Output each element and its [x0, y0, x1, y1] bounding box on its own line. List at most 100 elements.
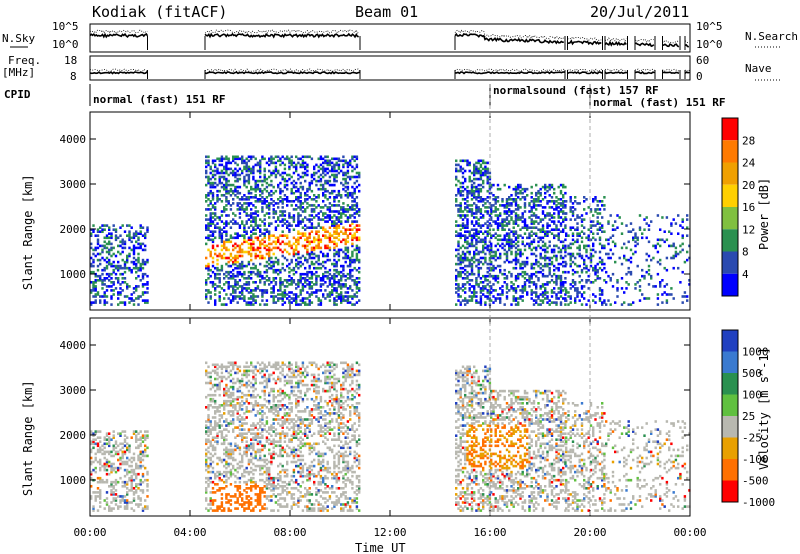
data-cell: [589, 230, 593, 233]
data-cell: [245, 281, 248, 284]
data-cell: [121, 480, 124, 484]
data-cell: [333, 240, 336, 244]
data-cell: [286, 234, 289, 237]
data-cell: [114, 230, 118, 233]
data-cell: [539, 254, 542, 258]
data-cell: [123, 266, 127, 270]
data-cell: [105, 301, 109, 304]
data-cell: [512, 244, 515, 248]
data-cell: [299, 196, 302, 199]
data-cell: [614, 242, 617, 246]
data-cell: [279, 289, 282, 292]
data-cell: [342, 173, 345, 177]
data-cell: [466, 242, 469, 246]
data-cell: [473, 295, 476, 298]
data-cell: [494, 202, 497, 205]
data-cell: [211, 466, 215, 470]
data-cell: [530, 242, 533, 246]
data-cell: [123, 452, 127, 456]
data-cell: [565, 232, 568, 235]
data-cell: [578, 281, 581, 284]
data-cell: [592, 299, 595, 302]
data-cell: [634, 283, 637, 286]
data-cell: [578, 216, 581, 219]
data-cell: [211, 283, 215, 286]
data-cell: [532, 238, 536, 242]
data-cell: [457, 187, 460, 191]
data-cell: [117, 236, 120, 240]
data-cell: [286, 236, 289, 240]
data-cell: [283, 291, 287, 294]
data-cell: [110, 462, 113, 466]
data-cell: [482, 167, 485, 171]
data-cell: [342, 202, 345, 205]
data-cell: [535, 285, 538, 288]
data-cell: [209, 167, 212, 171]
data-cell: [468, 262, 471, 266]
data-cell: [301, 163, 305, 167]
data-cell: [292, 191, 296, 195]
data-cell: [523, 220, 527, 223]
data-cell: [207, 163, 210, 167]
data-cell: [295, 303, 298, 306]
data-cell: [598, 277, 602, 280]
data-cell: [353, 234, 356, 237]
data-cell: [313, 272, 316, 276]
data-cell: [576, 287, 579, 290]
data-cell: [288, 173, 291, 177]
data-cell: [304, 167, 307, 171]
data-cell: [209, 291, 212, 294]
data-cell: [261, 238, 264, 242]
data-cell: [484, 202, 487, 205]
data-cell: [232, 289, 235, 292]
data-cell: [605, 303, 608, 306]
data-cell: [530, 226, 533, 229]
data-cell: [353, 293, 356, 296]
data-cell: [250, 295, 253, 298]
data-cell: [636, 238, 639, 242]
data-cell: [130, 299, 133, 302]
data-cell: [108, 509, 111, 512]
data-cell: [355, 224, 359, 227]
data-cell: [333, 167, 336, 171]
data-cell: [580, 214, 584, 217]
data-cell: [508, 246, 511, 250]
data-cell: [333, 157, 336, 161]
data-cell: [335, 274, 338, 278]
data-cell: [603, 279, 606, 282]
data-cell: [514, 198, 518, 201]
data-cell: [256, 183, 260, 187]
data-cell: [272, 270, 275, 274]
data-cell: [277, 258, 280, 262]
data-cell: [461, 224, 465, 227]
data-cell: [281, 303, 284, 306]
data-cell: [335, 287, 338, 290]
data-cell: [510, 240, 513, 244]
data-cell: [468, 189, 471, 193]
power-colorbar-label: Power [dB]: [757, 178, 771, 250]
data-cell: [607, 256, 610, 260]
data-cell: [128, 501, 131, 504]
data-cell: [241, 204, 244, 207]
data-cell: [514, 222, 518, 225]
data-cell: [277, 171, 280, 175]
data-cell: [326, 167, 329, 171]
data-cell: [218, 189, 221, 193]
data-cell: [473, 224, 476, 227]
data-cell: [290, 159, 293, 163]
data-cell: [256, 287, 260, 290]
data-cell: [245, 163, 248, 167]
data-cell: [306, 202, 309, 205]
data-cell: [315, 291, 318, 294]
data-cell: [355, 246, 359, 250]
data-cell: [349, 301, 352, 304]
data-cell: [108, 442, 111, 446]
data-cell: [211, 426, 215, 429]
data-cell: [126, 491, 129, 494]
data-cell: [137, 266, 140, 270]
data-cell: [299, 175, 302, 179]
data-cell: [670, 222, 673, 225]
data-cell: [508, 204, 511, 207]
data-cell: [569, 226, 572, 229]
data-cell: [290, 246, 293, 250]
